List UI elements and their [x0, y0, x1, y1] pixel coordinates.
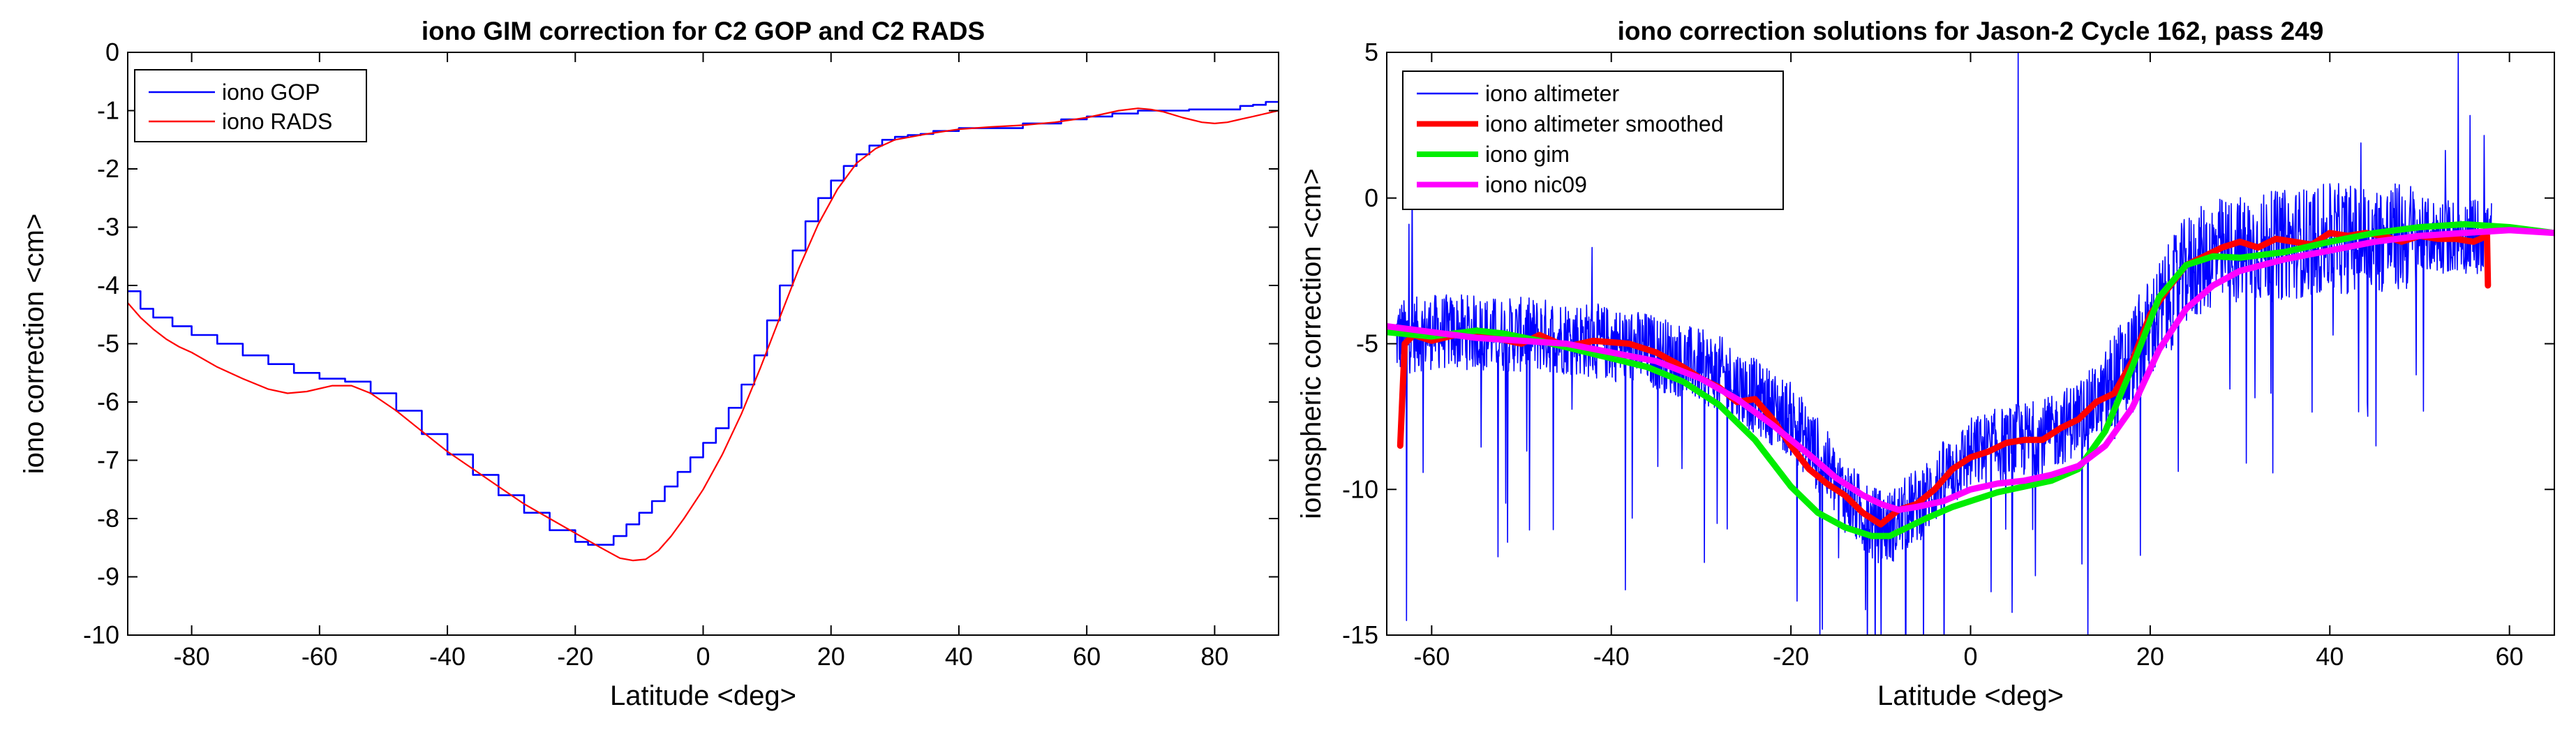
- y-tick-label: -10: [1342, 475, 1378, 503]
- legend-label: iono RADS: [222, 109, 332, 134]
- legend-label: iono nic09: [1485, 172, 1587, 198]
- x-axis-label: Latitude <deg>: [1877, 680, 2064, 711]
- y-tick-label: -5: [1356, 329, 1378, 358]
- y-tick-label: -7: [97, 446, 119, 475]
- legend-label: iono gim: [1485, 142, 1570, 167]
- x-tick-label: 0: [696, 642, 710, 671]
- y-axis-label: ionospheric correction <cm>: [1296, 168, 1327, 519]
- x-tick-label: 0: [1963, 642, 1977, 671]
- chart-1: iono GIM correction for C2 GOP and C2 RA…: [19, 17, 1279, 711]
- y-tick-label: -10: [83, 620, 119, 649]
- chart-title: iono GIM correction for C2 GOP and C2 RA…: [422, 17, 985, 45]
- y-tick-label: 0: [1364, 184, 1378, 212]
- x-tick-label: 20: [817, 642, 845, 671]
- x-tick-label: 20: [2136, 642, 2164, 671]
- y-axis-label: iono correction <cm>: [19, 214, 50, 475]
- y-tick-label: -3: [97, 213, 119, 241]
- y-tick-label: -2: [97, 154, 119, 183]
- x-tick-label: -40: [1593, 642, 1630, 671]
- y-tick-label: -9: [97, 563, 119, 591]
- y-tick-label: -15: [1342, 620, 1378, 649]
- x-tick-label: -20: [1773, 642, 1809, 671]
- legend-label: iono altimeter smoothed: [1485, 112, 1724, 137]
- x-tick-label: 80: [1200, 642, 1228, 671]
- chart-title: iono correction solutions for Jason-2 Cy…: [1618, 17, 2324, 45]
- x-tick-label: 40: [945, 642, 973, 671]
- x-tick-label: -60: [1413, 642, 1450, 671]
- x-tick-label: 40: [2316, 642, 2344, 671]
- legend: iono GOP iono RADS: [134, 69, 367, 142]
- legend-box: [134, 69, 367, 142]
- y-tick-label: -8: [97, 504, 119, 533]
- x-tick-label: -20: [557, 642, 593, 671]
- series-group: [128, 100, 1279, 562]
- series-line-iono-altimeter-smoothed: [1397, 230, 2492, 528]
- x-tick-label: 60: [1073, 642, 1101, 671]
- y-tick-label: -4: [97, 271, 119, 299]
- y-tick-label: 0: [105, 38, 119, 66]
- legend-label: iono GOP: [222, 80, 320, 105]
- series-line-iono-RADS: [128, 107, 1279, 562]
- legend-label: iono altimeter: [1485, 81, 1619, 106]
- series-line-iono-gim: [1387, 221, 2554, 539]
- y-tick-label: -1: [97, 96, 119, 125]
- y-tick-label: -6: [97, 387, 119, 416]
- legend: iono altimeter iono altimeter smoothed ion…: [1402, 70, 1784, 210]
- chart-2: iono correction solutions for Jason-2 Cy…: [1296, 17, 2555, 711]
- y-tick-label: -5: [97, 329, 119, 358]
- y-tick-label: 5: [1364, 38, 1378, 66]
- x-tick-label: 60: [2496, 642, 2524, 671]
- series-line-iono-nic09: [1387, 227, 2554, 513]
- series-group: [1387, 52, 2554, 635]
- x-tick-label: -60: [301, 642, 338, 671]
- x-tick-label: -80: [174, 642, 210, 671]
- x-axis-label: Latitude <deg>: [610, 680, 796, 711]
- x-tick-label: -40: [429, 642, 466, 671]
